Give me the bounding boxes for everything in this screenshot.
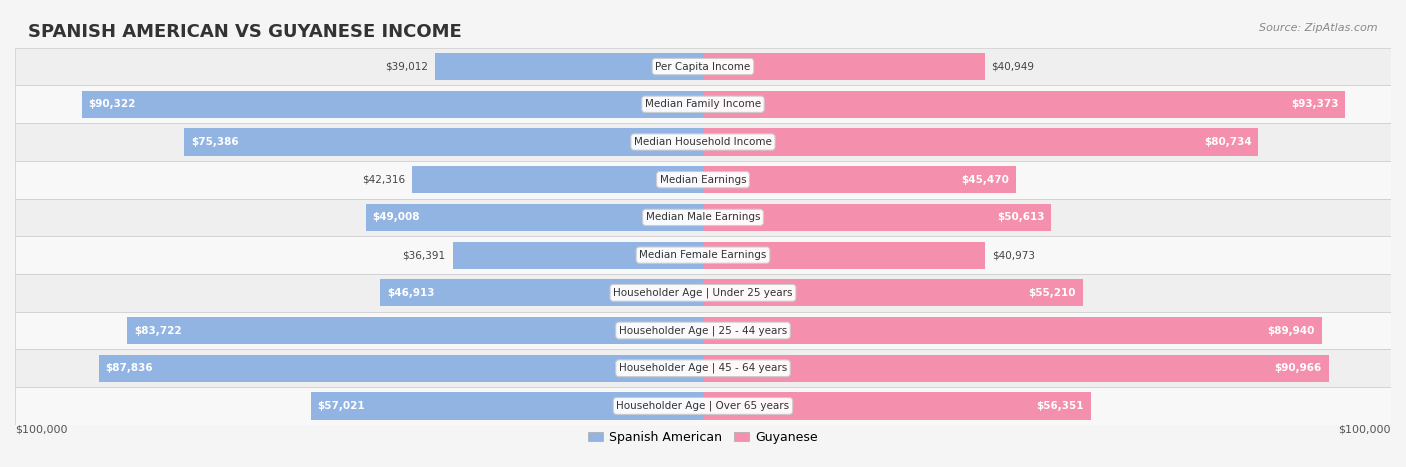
Text: Per Capita Income: Per Capita Income xyxy=(655,62,751,71)
Bar xyxy=(15,85,1391,123)
Bar xyxy=(15,349,1391,387)
Bar xyxy=(703,91,1346,118)
Text: $83,722: $83,722 xyxy=(134,325,181,335)
Text: Householder Age | 25 - 44 years: Householder Age | 25 - 44 years xyxy=(619,325,787,336)
Bar xyxy=(703,166,1015,193)
Bar xyxy=(453,241,703,269)
Text: Median Family Income: Median Family Income xyxy=(645,99,761,109)
Text: $93,373: $93,373 xyxy=(1291,99,1339,109)
Bar xyxy=(15,48,1391,85)
Text: Median Household Income: Median Household Income xyxy=(634,137,772,147)
Bar xyxy=(15,311,1391,349)
Bar xyxy=(15,236,1391,274)
Text: $36,391: $36,391 xyxy=(402,250,446,260)
Bar xyxy=(380,279,703,306)
Bar xyxy=(703,317,1322,344)
Text: $87,836: $87,836 xyxy=(105,363,153,373)
Text: Source: ZipAtlas.com: Source: ZipAtlas.com xyxy=(1260,23,1378,33)
Text: $55,210: $55,210 xyxy=(1028,288,1076,298)
Bar xyxy=(366,204,703,231)
Text: Median Female Earnings: Median Female Earnings xyxy=(640,250,766,260)
Bar xyxy=(703,279,1083,306)
Text: $42,316: $42,316 xyxy=(361,175,405,184)
Text: Median Earnings: Median Earnings xyxy=(659,175,747,184)
Text: $39,012: $39,012 xyxy=(385,62,427,71)
Text: $100,000: $100,000 xyxy=(1339,425,1391,435)
Text: $49,008: $49,008 xyxy=(373,212,420,222)
Legend: Spanish American, Guyanese: Spanish American, Guyanese xyxy=(582,426,824,449)
Bar xyxy=(15,161,1391,198)
Bar xyxy=(703,241,984,269)
Text: $90,966: $90,966 xyxy=(1275,363,1322,373)
Bar xyxy=(15,198,1391,236)
Bar xyxy=(15,123,1391,161)
Text: $45,470: $45,470 xyxy=(962,175,1010,184)
Bar xyxy=(98,354,703,382)
Text: $40,949: $40,949 xyxy=(991,62,1035,71)
Text: $56,351: $56,351 xyxy=(1036,401,1084,411)
Text: $50,613: $50,613 xyxy=(997,212,1045,222)
Text: $89,940: $89,940 xyxy=(1268,325,1315,335)
Text: $100,000: $100,000 xyxy=(15,425,67,435)
Bar xyxy=(184,128,703,156)
Text: $75,386: $75,386 xyxy=(191,137,239,147)
Bar xyxy=(311,392,703,419)
Bar xyxy=(703,53,984,80)
Text: $80,734: $80,734 xyxy=(1204,137,1251,147)
Bar xyxy=(703,392,1091,419)
Text: $57,021: $57,021 xyxy=(318,401,366,411)
Bar xyxy=(703,204,1052,231)
Text: $90,322: $90,322 xyxy=(89,99,136,109)
Bar xyxy=(703,354,1329,382)
Text: Median Male Earnings: Median Male Earnings xyxy=(645,212,761,222)
Bar xyxy=(15,274,1391,311)
Bar xyxy=(15,387,1391,425)
Bar xyxy=(703,128,1258,156)
Bar xyxy=(82,91,703,118)
Bar xyxy=(127,317,703,344)
Text: $40,973: $40,973 xyxy=(991,250,1035,260)
Bar xyxy=(434,53,703,80)
Text: Householder Age | 45 - 64 years: Householder Age | 45 - 64 years xyxy=(619,363,787,374)
Text: $46,913: $46,913 xyxy=(387,288,434,298)
Bar xyxy=(412,166,703,193)
Text: SPANISH AMERICAN VS GUYANESE INCOME: SPANISH AMERICAN VS GUYANESE INCOME xyxy=(28,23,461,42)
Text: Householder Age | Under 25 years: Householder Age | Under 25 years xyxy=(613,288,793,298)
Text: Householder Age | Over 65 years: Householder Age | Over 65 years xyxy=(616,401,790,411)
